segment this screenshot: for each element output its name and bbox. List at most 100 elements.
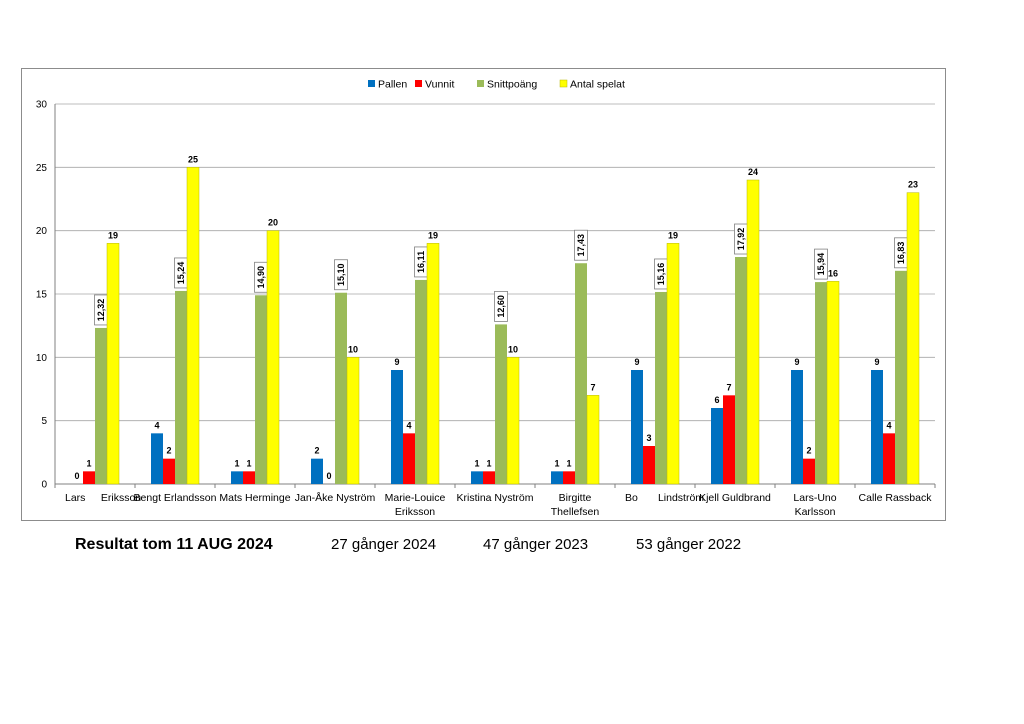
x-category-label: Karlsson (795, 506, 836, 518)
data-label: 25 (188, 154, 198, 164)
bar (711, 408, 723, 484)
data-label: 0 (74, 471, 79, 481)
data-label: 19 (668, 230, 678, 240)
data-label-snittpoang: 16,83 (894, 237, 908, 269)
bar (803, 458, 815, 484)
data-label: 2 (314, 446, 319, 456)
footer-result-label: Resultat tom 11 AUG 2024 (75, 536, 273, 553)
svg-text:14,90: 14,90 (256, 266, 266, 289)
y-tick-label: 25 (36, 163, 48, 174)
data-label-snittpoang: 15,94 (814, 248, 828, 280)
bar (255, 295, 267, 484)
bar (506, 357, 520, 485)
x-category-label: Lars-Uno (793, 492, 836, 504)
bar (826, 281, 840, 485)
data-label-snittpoang: 17,43 (574, 229, 588, 261)
svg-text:15,16: 15,16 (656, 263, 666, 286)
bar (311, 458, 323, 484)
data-label-snittpoang: 12,60 (494, 290, 508, 322)
bar (95, 327, 107, 484)
data-label: 10 (348, 344, 358, 354)
data-label: 24 (748, 167, 758, 177)
svg-text:17,43: 17,43 (576, 234, 586, 257)
x-category-label: Thellefsen (551, 506, 600, 518)
data-label: 7 (590, 382, 595, 392)
data-label: 4 (154, 420, 159, 430)
data-label: 1 (246, 458, 251, 468)
bar (175, 290, 187, 484)
data-label: 1 (566, 458, 571, 468)
x-category-label: Mats Herminge (219, 492, 290, 504)
svg-text:15,10: 15,10 (336, 263, 346, 286)
data-label: 19 (428, 230, 438, 240)
bar (391, 370, 403, 484)
x-category-label: Lindström (658, 492, 704, 504)
legend-swatch (559, 79, 568, 88)
data-label: 9 (634, 357, 639, 367)
legend-swatch (368, 80, 375, 87)
x-category-label: Jan-Åke Nyström (295, 491, 376, 504)
data-label-snittpoang: 15,16 (654, 258, 668, 290)
data-label: 9 (794, 357, 799, 367)
svg-text:16,11: 16,11 (416, 251, 426, 273)
svg-text:12,32: 12,32 (96, 299, 106, 322)
bar (666, 243, 680, 485)
svg-text:16,83: 16,83 (896, 242, 906, 265)
bar (723, 395, 735, 484)
data-label: 16 (828, 268, 838, 278)
bar (815, 282, 827, 484)
bar (735, 257, 747, 484)
bar (426, 243, 440, 485)
svg-text:15,24: 15,24 (176, 262, 186, 285)
svg-text:17,92: 17,92 (736, 228, 746, 251)
legend-label: Vunnit (425, 79, 454, 91)
x-category-label: Birgitte (559, 492, 592, 504)
legend-swatch (477, 80, 484, 87)
y-tick-label: 30 (36, 100, 48, 111)
x-category-label: Eriksson (101, 492, 141, 504)
y-tick-label: 10 (36, 353, 48, 364)
bar (415, 279, 427, 484)
data-label: 20 (268, 218, 278, 228)
data-label: 4 (886, 420, 891, 430)
legend-label: Pallen (378, 79, 407, 91)
data-label: 1 (234, 458, 239, 468)
bar (631, 370, 643, 484)
data-label: 6 (714, 395, 719, 405)
bar (563, 471, 575, 484)
footer-games-2022: 53 gånger 2022 (636, 536, 742, 553)
svg-text:12,60: 12,60 (496, 295, 506, 318)
bar (791, 370, 803, 484)
data-label: 9 (874, 357, 879, 367)
bar (243, 471, 255, 484)
bar (895, 270, 907, 484)
bar (575, 263, 587, 484)
bar (586, 395, 600, 485)
bar (403, 433, 415, 484)
data-label: 1 (486, 458, 491, 468)
data-label-snittpoang: 15,10 (334, 259, 348, 291)
bar (495, 324, 507, 484)
bar (746, 179, 760, 485)
bar (655, 291, 667, 484)
x-category-label: Marie-Louice (385, 492, 446, 504)
bar (483, 471, 495, 484)
data-label: 1 (474, 458, 479, 468)
data-label: 9 (394, 357, 399, 367)
data-label: 1 (554, 458, 559, 468)
bar (346, 357, 360, 485)
x-category-label: Bo (625, 492, 638, 504)
legend-label: Antal spelat (570, 79, 625, 91)
bar (551, 471, 563, 484)
svg-text:15,94: 15,94 (816, 253, 826, 276)
x-category-label: Bengt Erlandsson (134, 492, 217, 504)
legend-label: Snittpoäng (487, 79, 537, 91)
bar (186, 167, 200, 485)
chart-frame: 0 5 10 15 20 25 30 0 4 1 2 9 1 1 9 6 9 9 1 2 1 0 4 1 1 3 7 2 4 12,32 1… (21, 68, 946, 521)
bar (471, 471, 483, 484)
x-category-label: Kjell Guldbrand (699, 492, 771, 504)
data-label: 4 (406, 420, 411, 430)
bar (163, 458, 175, 484)
y-tick-label: 20 (36, 226, 48, 237)
